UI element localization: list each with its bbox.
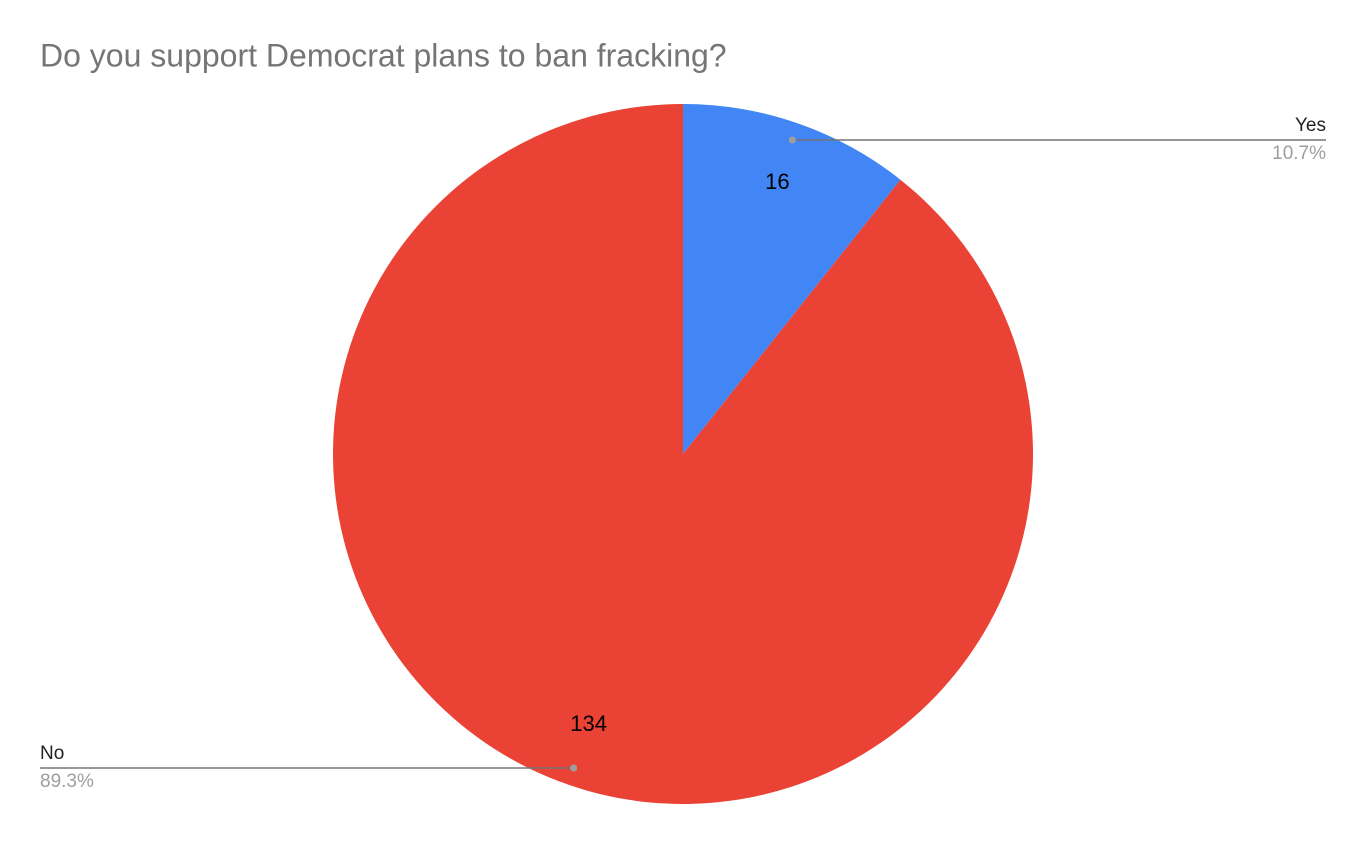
pie-slice <box>333 104 1033 804</box>
pie-slice <box>683 104 901 454</box>
slice-label: No <box>40 743 64 764</box>
slice-label: Yes <box>1295 115 1326 136</box>
leader-dot <box>788 136 796 144</box>
data-label: 16 <box>765 169 789 194</box>
leader-dot <box>570 764 578 772</box>
data-label: 134 <box>570 711 607 736</box>
slice-percent: 10.7% <box>1272 143 1326 164</box>
chart-title: Do you support Democrat plans to ban fra… <box>40 37 727 73</box>
slice-percent: 89.3% <box>40 771 94 792</box>
